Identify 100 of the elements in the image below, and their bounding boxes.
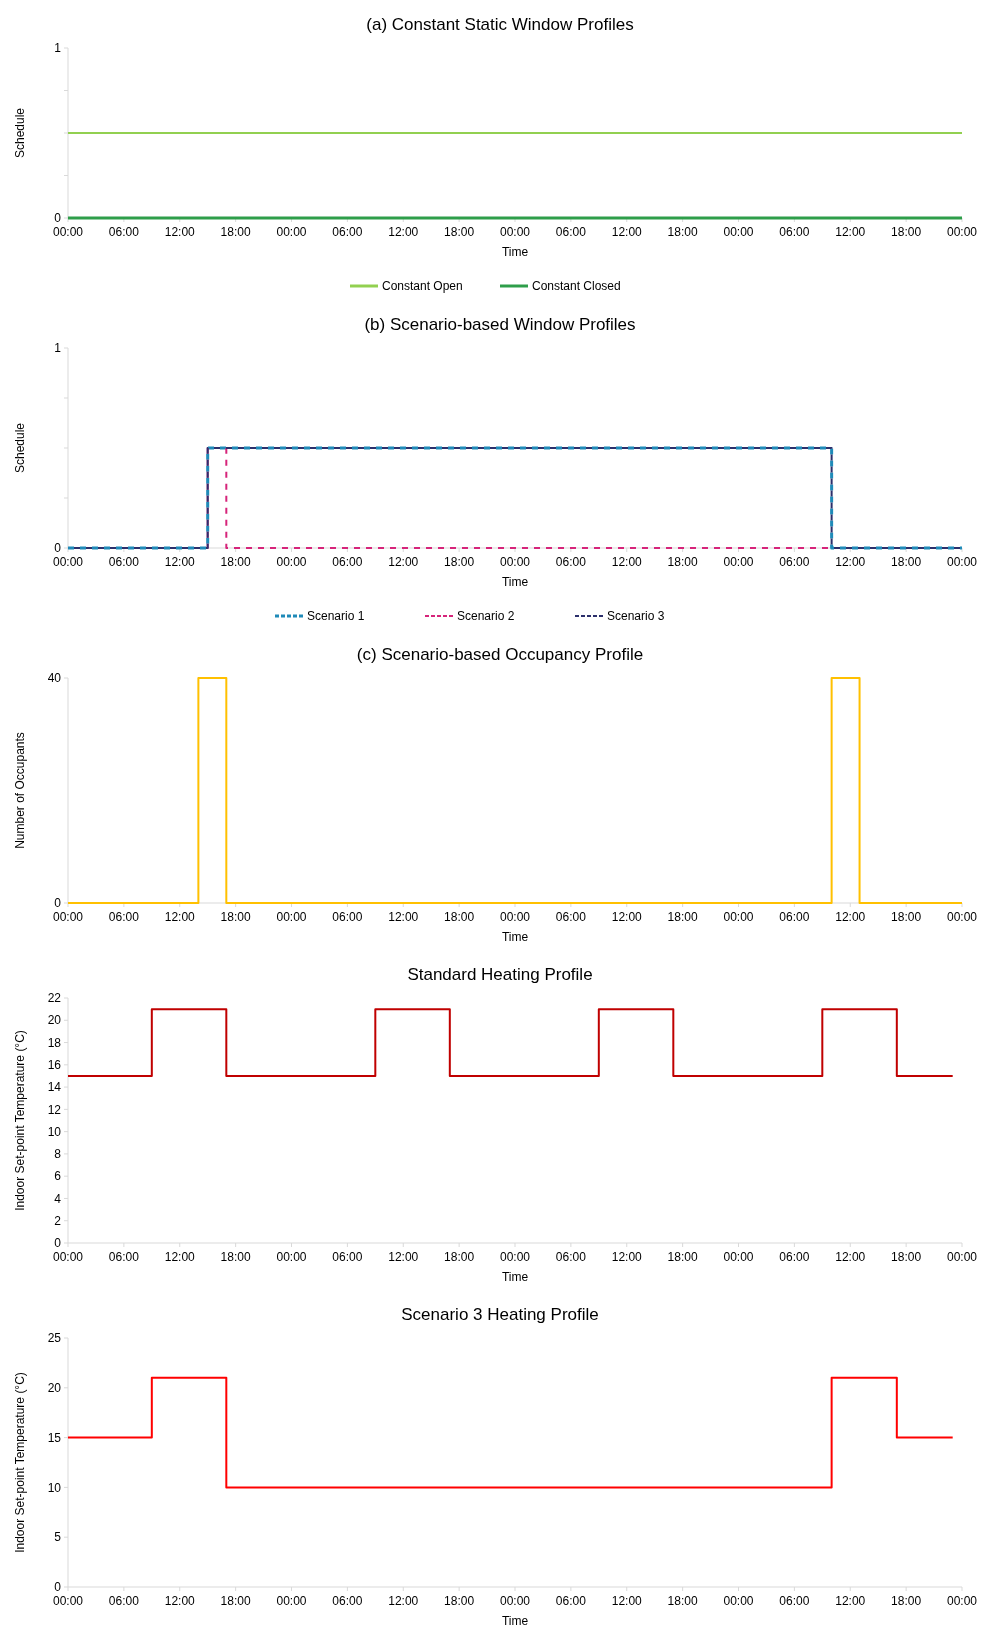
- x-tick-label: 06:00: [108, 1250, 140, 1264]
- x-tick-label: 12:00: [164, 910, 196, 924]
- legend-label: Scenario 1: [307, 609, 365, 624]
- x-tick-label: 06:00: [779, 1250, 810, 1264]
- x-tick-label: 00:00: [499, 910, 531, 924]
- y-tick-label: 22: [47, 991, 62, 1006]
- y-tick-label: 0: [54, 211, 62, 226]
- x-tick-label: 18:00: [444, 225, 475, 239]
- y-tick-label: 25: [47, 1331, 62, 1346]
- x-tick-label: 18:00: [444, 1594, 475, 1608]
- x-tick-label: 18:00: [220, 1594, 251, 1608]
- y-tick-label: 2: [54, 1213, 62, 1228]
- x-tick-label: 06:00: [332, 555, 363, 569]
- chart-title: (b) Scenario-based Window Profiles: [364, 315, 636, 334]
- x-tick-label: 00:00: [52, 1250, 84, 1264]
- x-tick-label: 00:00: [276, 910, 307, 924]
- x-tick-label: 00:00: [946, 910, 978, 924]
- chart-title: Standard Heating Profile: [407, 965, 593, 984]
- x-tick-label: 06:00: [332, 1594, 363, 1608]
- y-axis-title: Schedule: [13, 107, 27, 159]
- y-tick-label: 40: [47, 671, 62, 686]
- x-tick-label: 00:00: [52, 225, 84, 239]
- legend-label: Scenario 2: [457, 609, 515, 624]
- y-tick-label: 0: [54, 1236, 62, 1251]
- x-tick-label: 00:00: [499, 555, 531, 569]
- x-tick-label: 00:00: [52, 555, 84, 569]
- y-tick-label: 4: [54, 1191, 62, 1206]
- x-tick-label: 12:00: [611, 1594, 643, 1608]
- x-tick-label: 12:00: [611, 1250, 643, 1264]
- x-tick-label: 06:00: [555, 910, 587, 924]
- x-tick-label: 06:00: [108, 225, 140, 239]
- legend-label: Constant Closed: [532, 279, 621, 294]
- y-tick-label: 15: [47, 1430, 62, 1445]
- x-tick-label: 06:00: [555, 225, 587, 239]
- x-tick-label: 06:00: [779, 555, 810, 569]
- x-tick-label: 06:00: [108, 910, 140, 924]
- y-tick-label: 8: [54, 1147, 62, 1162]
- x-tick-label: 18:00: [667, 1594, 698, 1608]
- x-tick-label: 18:00: [220, 225, 251, 239]
- x-tick-label: 00:00: [52, 1594, 84, 1608]
- x-tick-label: 00:00: [52, 910, 84, 924]
- y-tick-label: 14: [47, 1080, 62, 1095]
- y-tick-label: 10: [47, 1480, 62, 1495]
- x-tick-label: 00:00: [723, 1594, 754, 1608]
- x-tick-label: 00:00: [499, 225, 531, 239]
- x-tick-label: 00:00: [946, 1594, 978, 1608]
- x-tick-label: 00:00: [276, 1250, 307, 1264]
- x-tick-label: 06:00: [108, 1594, 140, 1608]
- legend-label: Constant Open: [382, 279, 463, 294]
- x-tick-label: 00:00: [723, 910, 754, 924]
- x-tick-label: 06:00: [108, 555, 140, 569]
- y-tick-label: 18: [47, 1035, 62, 1050]
- x-tick-label: 18:00: [891, 1594, 922, 1608]
- x-tick-label: 18:00: [667, 1250, 698, 1264]
- x-tick-label: 12:00: [164, 225, 196, 239]
- x-tick-label: 12:00: [388, 555, 419, 569]
- x-tick-label: 06:00: [555, 1594, 587, 1608]
- x-tick-label: 18:00: [667, 910, 698, 924]
- x-tick-label: 00:00: [723, 225, 754, 239]
- x-tick-label: 12:00: [835, 225, 866, 239]
- y-tick-label: 20: [47, 1381, 62, 1395]
- x-tick-label: 18:00: [220, 555, 251, 569]
- x-tick-label: 06:00: [779, 910, 810, 924]
- x-tick-label: 12:00: [835, 910, 866, 924]
- x-tick-label: 06:00: [779, 225, 810, 239]
- x-tick-label: 12:00: [164, 1594, 196, 1608]
- y-axis-title: Indoor Set-point Temperature (°C): [13, 1372, 27, 1553]
- x-tick-label: 18:00: [220, 1250, 251, 1264]
- x-tick-label: 12:00: [835, 1594, 866, 1608]
- x-tick-label: 12:00: [835, 555, 866, 569]
- x-tick-label: 12:00: [164, 555, 196, 569]
- x-tick-label: 12:00: [611, 910, 643, 924]
- chart-title: (a) Constant Static Window Profiles: [366, 15, 634, 34]
- x-tick-label: 06:00: [555, 1250, 587, 1264]
- x-tick-label: 18:00: [444, 1250, 475, 1264]
- x-tick-label: 18:00: [667, 555, 698, 569]
- x-axis-title: Time: [501, 930, 529, 944]
- x-axis-title: Time: [501, 245, 529, 259]
- y-tick-label: 6: [54, 1169, 62, 1184]
- x-tick-label: 00:00: [499, 1250, 531, 1264]
- y-tick-label: 16: [47, 1058, 62, 1073]
- x-tick-label: 12:00: [388, 910, 419, 924]
- x-tick-label: 06:00: [332, 225, 363, 239]
- x-tick-label: 12:00: [164, 1250, 196, 1264]
- x-tick-label: 00:00: [723, 1250, 754, 1264]
- x-tick-label: 18:00: [667, 225, 698, 239]
- x-axis-title: Time: [501, 1270, 529, 1284]
- x-tick-label: 06:00: [332, 910, 363, 924]
- x-tick-label: 12:00: [611, 555, 643, 569]
- x-tick-label: 12:00: [388, 1594, 419, 1608]
- x-tick-label: 00:00: [946, 555, 978, 569]
- x-tick-label: 18:00: [891, 555, 922, 569]
- y-axis-title: Schedule: [13, 422, 27, 474]
- x-tick-label: 00:00: [276, 1594, 307, 1608]
- x-tick-label: 00:00: [946, 225, 978, 239]
- x-tick-label: 06:00: [555, 555, 587, 569]
- x-tick-label: 00:00: [276, 555, 307, 569]
- y-tick-label: 0: [54, 896, 62, 911]
- x-tick-label: 18:00: [220, 910, 251, 924]
- x-tick-label: 18:00: [891, 225, 922, 239]
